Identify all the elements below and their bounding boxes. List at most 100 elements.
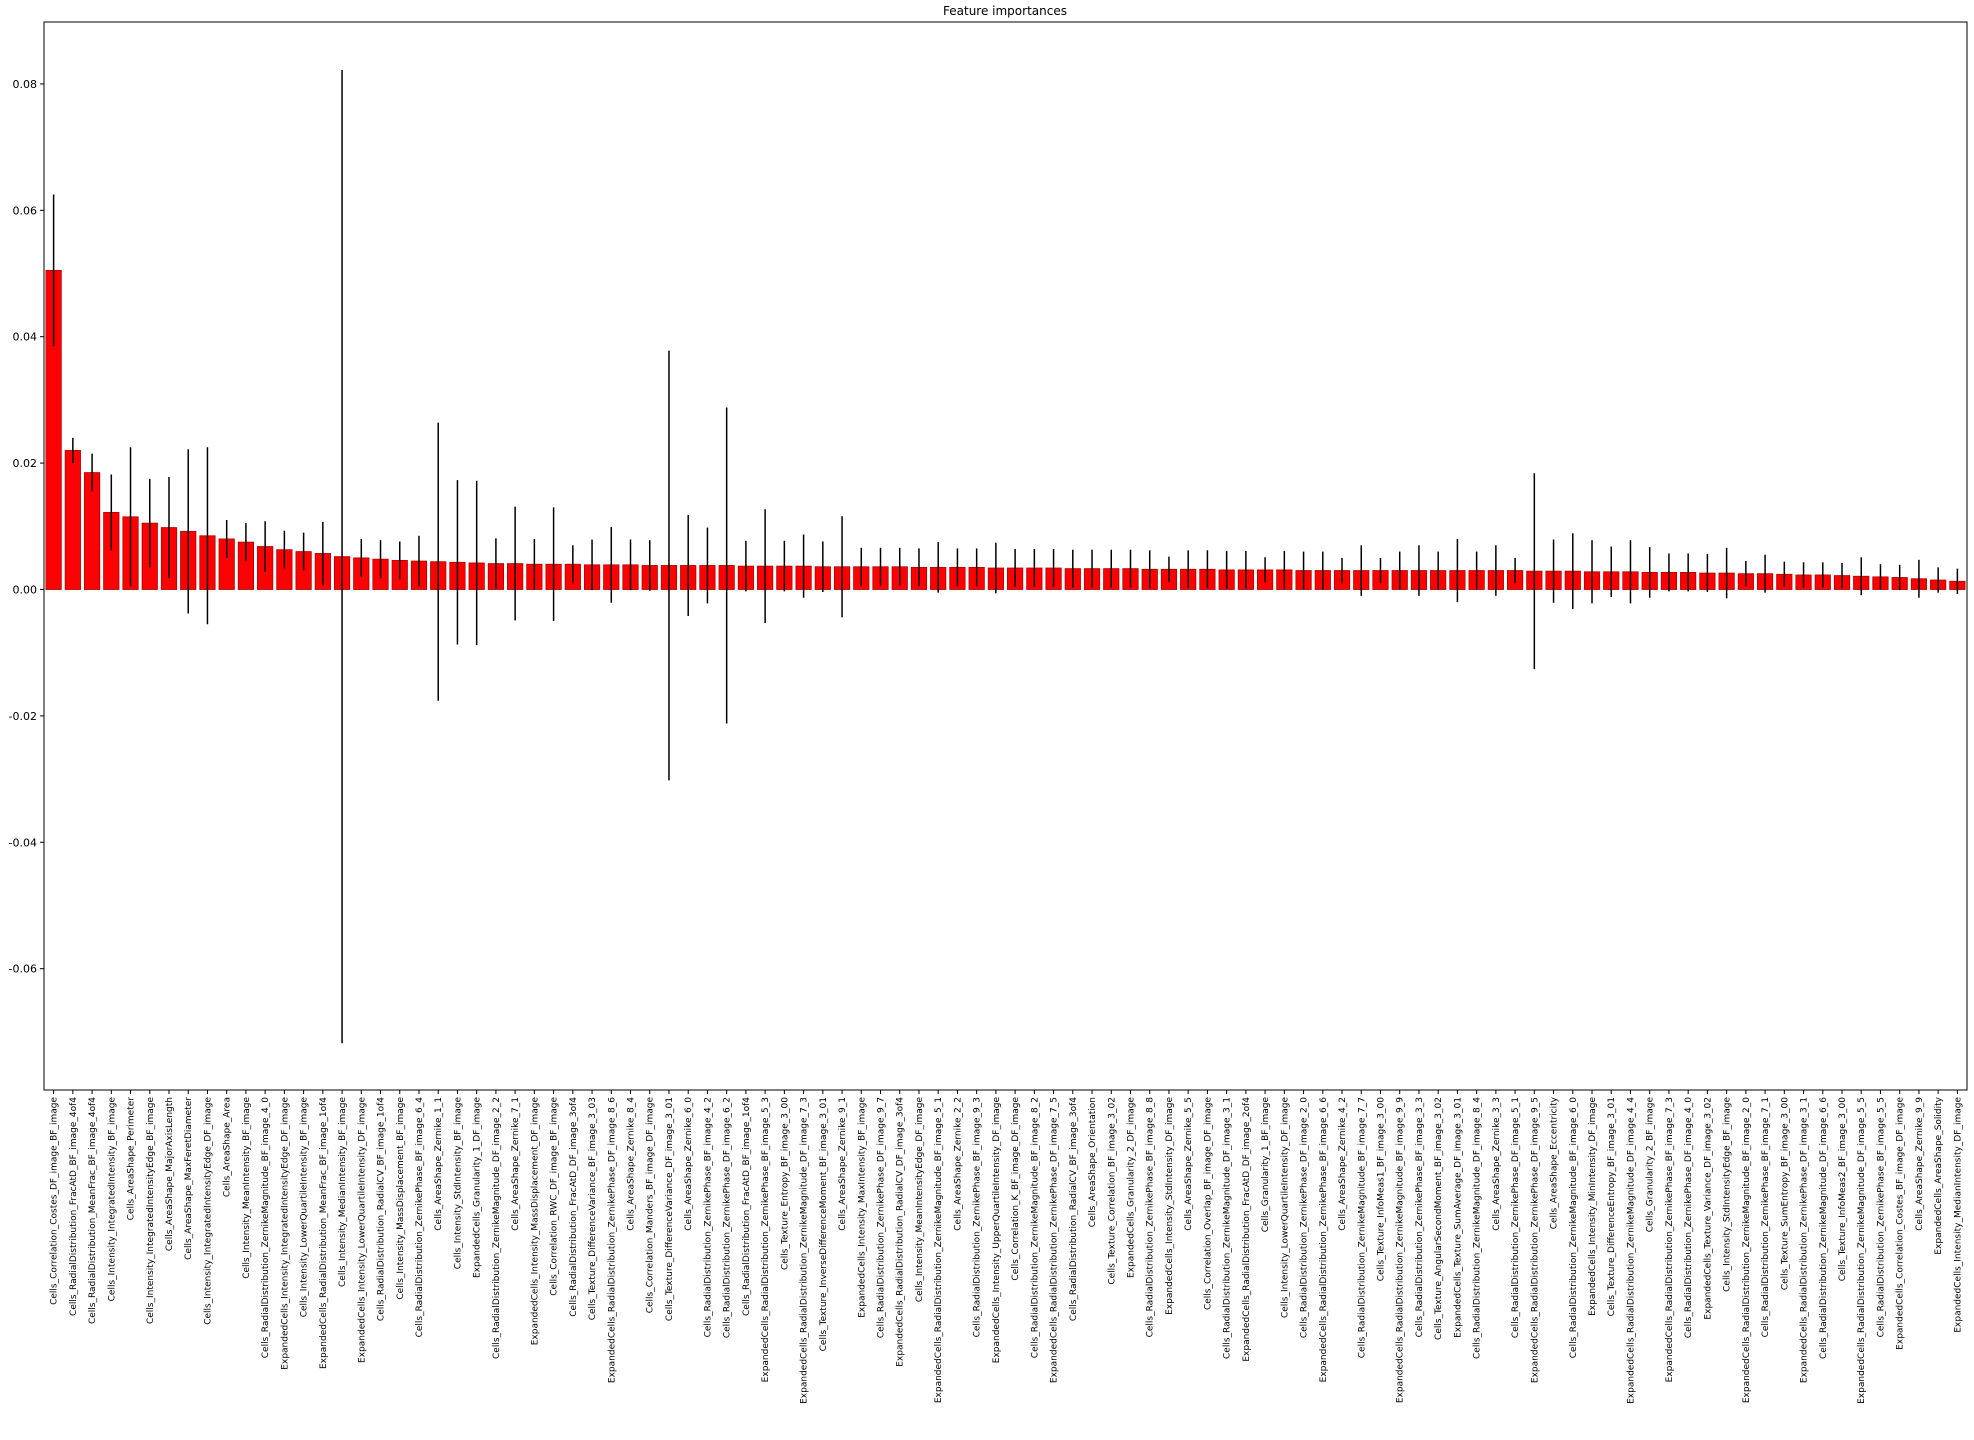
x-tick-label: Cells_Correlation_Costes_DF_image_BF_ima… <box>50 1097 60 1305</box>
x-tick-label: ExpandedCells_RadialDistribution_Zernike… <box>1530 1097 1540 1383</box>
y-tick-label: -0.04 <box>9 836 37 849</box>
y-tick-label: 0.00 <box>13 583 38 596</box>
x-tick-label: ExpandedCells_RadialDistribution_Zernike… <box>1800 1097 1810 1383</box>
x-tick-label: Cells_AreaShape_Eccentricity <box>1550 1096 1560 1229</box>
x-tick-label: Cells_RadialDistribution_FracAtD_DF_imag… <box>569 1097 579 1317</box>
x-tick-label: Cells_AreaShape_Orientation <box>1088 1097 1098 1227</box>
x-tick-label: Cells_AreaShape_Zernike_1_1 <box>434 1097 444 1231</box>
x-tick-label: Cells_RadialDistribution_ZernikePhase_DF… <box>877 1097 887 1338</box>
x-tick-label: Cells_RadialDistribution_ZernikeMagnitud… <box>1357 1097 1367 1358</box>
x-tick-label: Cells_AreaShape_Zernike_5_5 <box>1184 1097 1194 1231</box>
x-tick-label: Cells_RadialDistribution_ZernikeMagnitud… <box>1030 1097 1040 1358</box>
x-tick-label: ExpandedCells_RadialDistribution_Zernike… <box>1396 1097 1406 1403</box>
x-tick-label: Cells_Granularity_2_BF_image <box>1646 1097 1656 1233</box>
x-tick-label: ExpandedCells_Intensity_IntegratedIntens… <box>280 1097 290 1370</box>
x-tick-label: ExpandedCells_RadialDistribution_Zernike… <box>1050 1097 1060 1383</box>
x-tick-label: Cells_Texture_Correlation_BF_image_3_02 <box>1107 1097 1117 1285</box>
x-tick-label: ExpandedCells_Intensity_LowerQuartileInt… <box>357 1097 367 1363</box>
x-tick-label: ExpandedCells_Intensity_MinIntensity_DF_… <box>1588 1097 1598 1316</box>
x-tick-label: Cells_Correlation_K_BF_image_DF_image <box>1011 1097 1021 1281</box>
x-tick-label: Cells_Intensity_IntegratedIntensityEdge_… <box>146 1097 156 1324</box>
x-tick-label: ExpandedCells_RadialDistribution_RadialC… <box>896 1097 906 1367</box>
x-tick-label: Cells_RadialDistribution_ZernikePhase_DF… <box>723 1097 733 1338</box>
x-tick-label: Cells_Intensity_IntegratedIntensityEdge_… <box>203 1097 213 1325</box>
x-tick-label: Cells_AreaShape_Zernike_8_4 <box>627 1097 637 1231</box>
x-tick-label: Cells_RadialDistribution_RadialCV_BF_ima… <box>377 1097 387 1321</box>
x-tick-label: Cells_Texture_DifferenceVariance_DF_imag… <box>665 1097 675 1321</box>
x-tick-label: Cells_Texture_InfoMeas1_BF_image_3_00 <box>1376 1097 1386 1282</box>
x-tick-label: Cells_AreaShape_Zernike_6_0 <box>684 1097 694 1231</box>
x-tick-label: Cells_AreaShape_Zernike_7_1 <box>511 1097 521 1231</box>
x-tick-label: Cells_AreaShape_Zernike_3_3 <box>1492 1097 1502 1231</box>
x-tick-label: ExpandedCells_RadialDistribution_Zernike… <box>1857 1097 1867 1404</box>
x-tick-label: Cells_RadialDistribution_MeanFrac_BF_ima… <box>88 1097 98 1324</box>
y-tick-label: -0.06 <box>9 963 37 976</box>
x-tick-label: ExpandedCells_RadialDistribution_Zernike… <box>1319 1097 1329 1383</box>
x-tick-label: Cells_AreaShape_MajorAxisLength <box>165 1097 175 1251</box>
x-tick-label: ExpandedCells_Intensity_UpperQuartileInt… <box>992 1097 1002 1364</box>
x-tick-label: Cells_Intensity_MassDisplacement_BF_imag… <box>396 1097 406 1300</box>
x-tick-label: Cells_RadialDistribution_RadialCV_BF_ima… <box>1069 1097 1079 1321</box>
x-tick-label: ExpandedCells_RadialDistribution_Zernike… <box>1742 1097 1752 1403</box>
x-tick-label: Cells_RadialDistribution_ZernikePhase_BF… <box>1876 1097 1886 1337</box>
x-tick-label: ExpandedCells_Granularity_2_DF_image <box>1126 1097 1136 1278</box>
x-tick-label: Cells_Texture_DifferenceEntropy_BF_image… <box>1607 1097 1617 1316</box>
x-tick-label: Cells_RadialDistribution_ZernikeMagnitud… <box>1223 1097 1233 1359</box>
x-tick-label: ExpandedCells_Texture_Variance_DF_image_… <box>1703 1097 1713 1320</box>
bar <box>64 450 81 590</box>
x-tick-label: ExpandedCells_RadialDistribution_MeanFra… <box>319 1097 329 1369</box>
y-tick-label: 0.08 <box>13 78 38 91</box>
x-tick-label: Cells_Correlation_Manders_BF_image_DF_im… <box>646 1097 656 1314</box>
x-tick-label: Cells_RadialDistribution_ZernikeMagnitud… <box>261 1097 271 1358</box>
x-tick-label: ExpandedCells_RadialDistribution_FracAtD… <box>1242 1097 1252 1362</box>
x-tick-label: Cells_RadialDistribution_ZernikePhase_BF… <box>415 1097 425 1338</box>
x-tick-label: Cells_AreaShape_Area <box>223 1097 233 1197</box>
x-tick-label: ExpandedCells_RadialDistribution_Zernike… <box>607 1097 617 1383</box>
x-tick-label: ExpandedCells_RadialDistribution_Zernike… <box>934 1097 944 1403</box>
x-tick-label: Cells_Intensity_LowerQuartileIntensity_D… <box>1280 1097 1290 1318</box>
x-tick-label: Cells_Texture_InfoMeas2_BF_image_3_00 <box>1838 1097 1848 1282</box>
x-tick-label: Cells_AreaShape_Zernike_9_9 <box>1915 1097 1925 1231</box>
x-tick-label: ExpandedCells_Intensity_MassDisplacement… <box>530 1097 540 1346</box>
x-tick-label: Cells_RadialDistribution_FracAtD_BF_imag… <box>69 1097 79 1316</box>
x-tick-label: ExpandedCells_RadialDistribution_Zernike… <box>1665 1097 1675 1382</box>
x-tick-label: ExpandedCells_RadialDistribution_Zernike… <box>800 1097 810 1404</box>
x-tick-label: ExpandedCells_Granularity_1_DF_image <box>473 1097 483 1278</box>
x-tick-label: Cells_Intensity_LowerQuartileIntensity_B… <box>300 1097 310 1318</box>
x-tick-label: ExpandedCells_RadialDistribution_Zernike… <box>761 1097 771 1382</box>
x-tick-label: ExpandedCells_Intensity_StdIntensity_DF_… <box>1165 1097 1175 1315</box>
x-tick-label: Cells_Intensity_MeanIntensity_BF_image <box>242 1097 252 1279</box>
x-tick-label: Cells_RadialDistribution_ZernikeMagnitud… <box>1819 1097 1829 1359</box>
x-tick-label: Cells_RadialDistribution_ZernikePhase_DF… <box>1300 1097 1310 1338</box>
x-tick-label: ExpandedCells_Intensity_MaxIntensity_BF_… <box>857 1097 867 1318</box>
x-tick-label: Cells_RadialDistribution_ZernikePhase_BF… <box>973 1097 983 1337</box>
x-tick-label: Cells_RadialDistribution_FracAtD_BF_imag… <box>742 1097 752 1316</box>
x-tick-label: Cells_RadialDistribution_ZernikePhase_BF… <box>1146 1097 1156 1338</box>
x-tick-label: ExpandedCells_RadialDistribution_Zernike… <box>1626 1097 1636 1404</box>
x-tick-label: Cells_RadialDistribution_ZernikePhase_DF… <box>1511 1097 1521 1338</box>
x-tick-label: Cells_Intensity_MeanIntensityEdge_DF_ima… <box>915 1097 925 1303</box>
y-tick-label: 0.06 <box>13 204 38 217</box>
x-tick-label: Cells_RadialDistribution_ZernikeMagnitud… <box>1569 1097 1579 1358</box>
y-tick-label: -0.02 <box>9 710 37 723</box>
x-tick-label: Cells_RadialDistribution_ZernikePhase_BF… <box>703 1097 713 1337</box>
x-tick-label: Cells_Granularity_1_BF_image <box>1261 1097 1271 1233</box>
x-tick-label: Cells_RadialDistribution_ZernikeMagnitud… <box>492 1097 502 1359</box>
x-tick-label: Cells_Intensity_IntegratedIntensity_BF_i… <box>107 1097 117 1302</box>
x-tick-label: ExpandedCells_AreaShape_Solidity <box>1934 1096 1944 1254</box>
chart-title: Feature importances <box>943 4 1067 18</box>
x-tick-label: Cells_Intensity_StdIntensityEdge_BF_imag… <box>1723 1097 1733 1292</box>
x-tick-label: ExpandedCells_Correlation_Costes_BF_imag… <box>1896 1097 1906 1350</box>
y-tick-label: 0.02 <box>13 457 38 470</box>
plot-frame <box>43 21 1968 1091</box>
x-tick-label: Cells_AreaShape_Zernike_4_2 <box>1338 1097 1348 1231</box>
x-tick-label: Cells_RadialDistribution_ZernikePhase_BF… <box>1415 1097 1425 1337</box>
x-tick-label: Cells_RadialDistribution_ZernikeMagnitud… <box>1473 1097 1483 1359</box>
x-tick-label: Cells_AreaShape_MaxFeretDiameter <box>184 1097 194 1260</box>
x-tick-label: ExpandedCells_Texture_SumAverage_DF_imag… <box>1453 1097 1463 1338</box>
x-tick-label: Cells_AreaShape_Perimeter <box>127 1097 137 1221</box>
x-tick-label: ExpandedCells_Intensity_MedianIntensity_… <box>1953 1097 1963 1333</box>
y-tick-label: 0.04 <box>13 331 38 344</box>
x-tick-label: Cells_Intensity_StdIntensity_BF_image <box>453 1097 463 1270</box>
